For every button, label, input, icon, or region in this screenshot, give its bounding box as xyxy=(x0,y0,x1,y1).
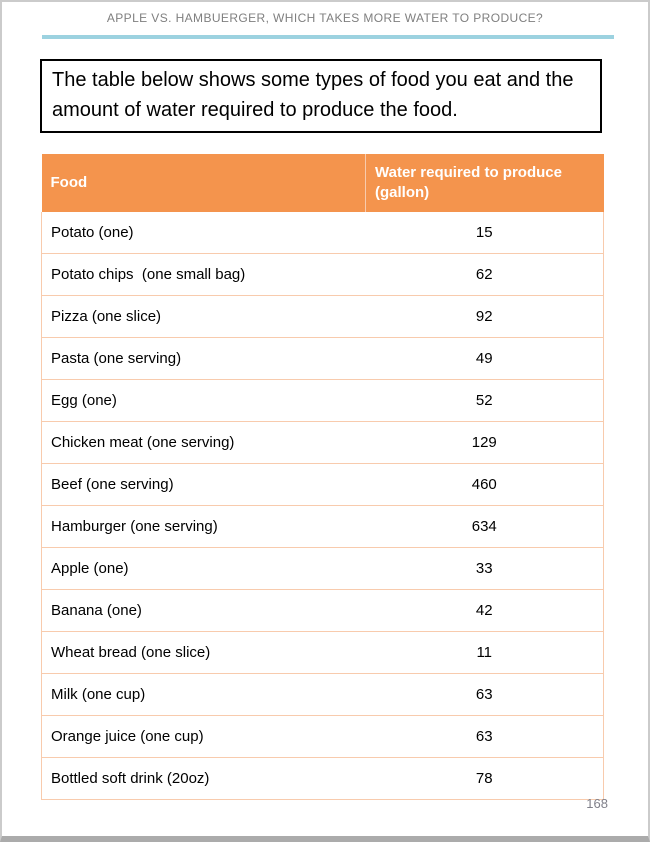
water-value-cell: 49 xyxy=(365,337,604,380)
food-name-cell: Pasta (one serving) xyxy=(41,337,366,380)
page-header-title: APPLE VS. HAMBUERGER, WHICH TAKES MORE W… xyxy=(106,11,544,25)
food-name-cell: Potato (one) xyxy=(41,212,366,254)
table-row: Milk (one cup) 63 xyxy=(41,673,604,716)
water-value-cell: 42 xyxy=(365,589,604,632)
water-value-cell: 11 xyxy=(365,631,604,674)
table-row: Wheat bread (one slice) 11 xyxy=(41,631,604,674)
header-accent-underline xyxy=(42,35,614,39)
food-name-cell: Chicken meat (one serving) xyxy=(41,421,366,464)
intro-text: The table below shows some types of food… xyxy=(52,69,574,121)
water-value-cell: 62 xyxy=(365,253,604,296)
water-value-cell: 460 xyxy=(365,463,604,506)
water-value-cell: 92 xyxy=(365,295,604,338)
food-name-cell: Beef (one serving) xyxy=(41,463,366,506)
table-row: Pasta (one serving) 49 xyxy=(41,337,604,380)
water-footprint-table: Food Water required to produce (gallon) … xyxy=(41,154,604,800)
food-name-cell: Bottled soft drink (20oz) xyxy=(41,757,366,800)
water-value-cell: 634 xyxy=(365,505,604,548)
water-value-cell: 78 xyxy=(365,757,604,800)
food-table-body: Potato (one) 15 Potato chips (one small ba… xyxy=(41,212,604,800)
table-row: Pizza (one slice) 92 xyxy=(41,295,604,338)
water-value-cell: 52 xyxy=(365,379,604,422)
water-value-cell: 63 xyxy=(365,715,604,758)
water-value-cell: 129 xyxy=(365,421,604,464)
water-value-cell: 63 xyxy=(365,673,604,716)
table-row: Orange juice (one cup) 63 xyxy=(41,715,604,758)
food-name-cell: Wheat bread (one slice) xyxy=(41,631,366,674)
table-row: Hamburger (one serving) 634 xyxy=(41,505,604,548)
food-name-cell: Banana (one) xyxy=(41,589,366,632)
food-name-cell: Apple (one) xyxy=(41,547,366,590)
water-value-cell: 15 xyxy=(365,212,604,254)
table-header-row: Food Water required to produce (gallon) xyxy=(41,154,604,212)
table-header: Food Water required to produce (gallon) xyxy=(41,154,604,212)
table-row: Apple (one) 33 xyxy=(41,547,604,590)
food-name-cell: Orange juice (one cup) xyxy=(41,715,366,758)
food-name-cell: Egg (one) xyxy=(41,379,366,422)
intro-text-box: The table below shows some types of food… xyxy=(40,59,602,133)
page-number: 168 xyxy=(586,796,608,811)
table-row: Banana (one) 42 xyxy=(41,589,604,632)
table-row: Bottled soft drink (20oz) 78 xyxy=(41,757,604,800)
water-value-cell: 33 xyxy=(365,547,604,590)
food-name-cell: Pizza (one slice) xyxy=(41,295,366,338)
table-row: Potato (one) 15 xyxy=(41,212,604,254)
food-name-cell: Potato chips (one small bag) xyxy=(41,253,366,296)
table-row: Potato chips (one small bag) 62 xyxy=(41,253,604,296)
food-name-cell: Hamburger (one serving) xyxy=(41,505,366,548)
table-row: Chicken meat (one serving) 129 xyxy=(41,421,604,464)
table-row: Egg (one) 52 xyxy=(41,379,604,422)
column-header-water: Water required to produce (gallon) xyxy=(365,154,604,212)
food-name-cell: Milk (one cup) xyxy=(41,673,366,716)
column-header-food: Food xyxy=(41,154,366,212)
table-row: Beef (one serving) 460 xyxy=(41,463,604,506)
